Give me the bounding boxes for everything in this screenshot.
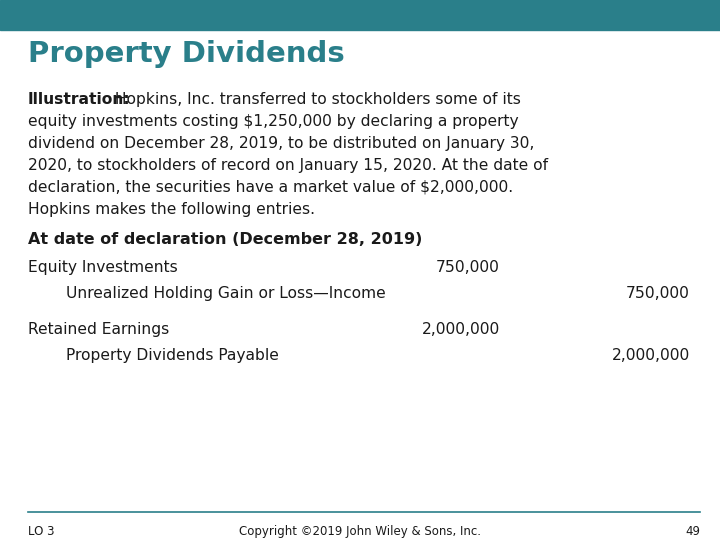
Text: 2,000,000: 2,000,000 [422,322,500,337]
Text: 49: 49 [685,525,700,538]
Text: 750,000: 750,000 [626,286,690,301]
Text: Unrealized Holding Gain or Loss—Income: Unrealized Holding Gain or Loss—Income [66,286,386,301]
Text: 750,000: 750,000 [436,260,500,275]
Text: dividend on December 28, 2019, to be distributed on January 30,: dividend on December 28, 2019, to be dis… [28,136,534,151]
Text: equity investments costing $1,250,000 by declaring a property: equity investments costing $1,250,000 by… [28,114,518,129]
Text: LO 3: LO 3 [28,525,55,538]
Text: 2,000,000: 2,000,000 [612,348,690,363]
Text: At date of declaration (December 28, 2019): At date of declaration (December 28, 201… [28,232,423,247]
Text: 2020, to stockholders of record on January 15, 2020. At the date of: 2020, to stockholders of record on Janua… [28,158,548,173]
Bar [0,0,720,30]
Text: Property Dividends: Property Dividends [28,40,345,68]
Text: Retained Earnings: Retained Earnings [28,322,169,337]
Text: declaration, the securities have a market value of $2,000,000.: declaration, the securities have a marke… [28,180,513,195]
Text: Property Dividends Payable: Property Dividends Payable [66,348,279,363]
Text: Hopkins, Inc. transferred to stockholders some of its: Hopkins, Inc. transferred to stockholder… [110,92,521,107]
Text: Hopkins makes the following entries.: Hopkins makes the following entries. [28,202,315,217]
Text: Illustration:: Illustration: [28,92,130,107]
Text: Equity Investments: Equity Investments [28,260,178,275]
Text: Copyright ©2019 John Wiley & Sons, Inc.: Copyright ©2019 John Wiley & Sons, Inc. [239,525,481,538]
